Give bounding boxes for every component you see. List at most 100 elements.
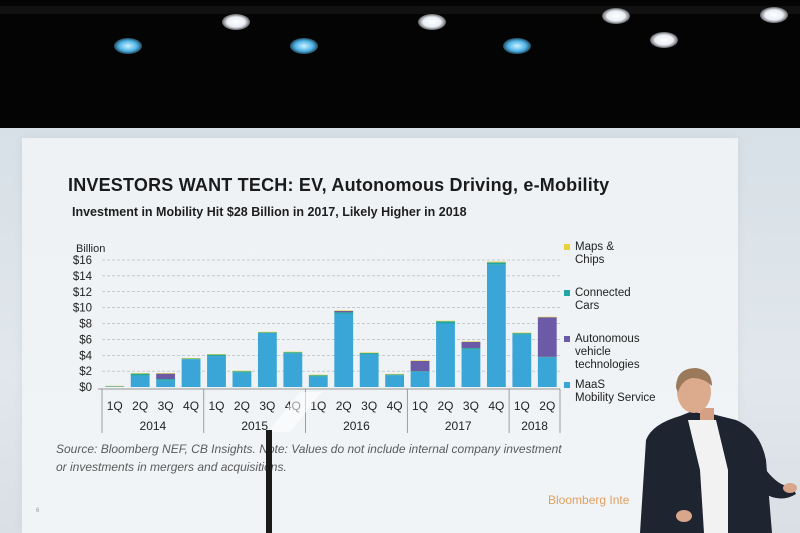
bar-segment bbox=[207, 356, 226, 387]
bar-segment bbox=[461, 341, 481, 349]
legend-swatch bbox=[564, 290, 570, 296]
year-label: 2016 bbox=[343, 419, 370, 433]
y-tick-label: $14 bbox=[73, 271, 93, 283]
bar-segment bbox=[436, 320, 455, 322]
bar-segment bbox=[283, 351, 303, 353]
bar-segment bbox=[232, 372, 252, 387]
x-tick-label: 2Q bbox=[336, 399, 352, 413]
y-axis-unit-label: Billion bbox=[76, 243, 105, 255]
bar-segment bbox=[257, 331, 277, 333]
bar-segment bbox=[283, 352, 303, 354]
bar-segment bbox=[130, 373, 150, 376]
bar-segment bbox=[486, 261, 506, 263]
presenter-hair bbox=[676, 368, 712, 392]
y-tick-label: $4 bbox=[79, 350, 92, 362]
stage-ceiling bbox=[0, 0, 800, 128]
bar-segment bbox=[334, 310, 354, 313]
presenter-shirt bbox=[688, 420, 728, 533]
legend-label: Maps & bbox=[575, 241, 614, 253]
brand-logo-text: Bloomberg Inte bbox=[548, 493, 630, 507]
legend-label: Chips bbox=[575, 254, 605, 266]
bar-segment bbox=[334, 310, 354, 312]
x-tick-label: 3Q bbox=[361, 399, 377, 413]
bar-segment bbox=[410, 360, 430, 372]
bar-segment bbox=[308, 375, 328, 377]
presenter-neck bbox=[700, 408, 714, 420]
bar-segment bbox=[359, 352, 379, 354]
bar-segment bbox=[512, 333, 532, 335]
stage-light bbox=[290, 38, 318, 54]
bar-segment bbox=[512, 334, 532, 387]
bar-segment bbox=[359, 354, 379, 387]
teleprompter-glass bbox=[268, 392, 322, 432]
legend-label: technologies bbox=[575, 359, 640, 371]
bar-segment bbox=[181, 358, 201, 359]
page-number: 6 bbox=[36, 508, 40, 514]
legend-swatch bbox=[564, 244, 570, 250]
bar-segment bbox=[308, 374, 328, 376]
bar-segment bbox=[156, 380, 176, 387]
bar-segment bbox=[207, 354, 226, 357]
legend-swatch bbox=[564, 336, 570, 342]
year-label: 2018 bbox=[521, 419, 548, 433]
bar-segment bbox=[232, 371, 252, 373]
presenter-hand bbox=[783, 483, 797, 493]
bar-segment bbox=[486, 262, 506, 265]
legend-label: MaaS bbox=[575, 379, 605, 391]
bar-segment bbox=[257, 333, 277, 387]
bar-segment bbox=[130, 373, 150, 374]
x-tick-label: 2Q bbox=[437, 399, 453, 413]
legend-label: vehicle bbox=[575, 346, 611, 358]
bar-segment bbox=[410, 371, 430, 387]
bar-segment bbox=[436, 323, 455, 387]
y-tick-label: $10 bbox=[73, 303, 92, 315]
bar-segment bbox=[512, 332, 532, 334]
presenter-face bbox=[677, 371, 711, 413]
source-note: Source: Bloomberg NEF, CB Insights. Note… bbox=[56, 440, 676, 476]
bar-segment bbox=[334, 313, 354, 387]
bar-segment bbox=[308, 376, 328, 387]
source-line-1: Source: Bloomberg NEF, CB Insights. Note… bbox=[56, 442, 562, 456]
x-tick-label: 4Q bbox=[488, 399, 504, 413]
x-tick-label: 1Q bbox=[514, 399, 530, 413]
bar-segment bbox=[385, 374, 405, 376]
x-tick-label: 2Q bbox=[234, 399, 250, 413]
bar-segment bbox=[156, 373, 176, 374]
year-label: 2014 bbox=[140, 419, 167, 433]
bar-segment bbox=[156, 379, 176, 381]
y-tick-label: $8 bbox=[79, 319, 92, 331]
legend-label: Autonomous bbox=[575, 333, 640, 345]
y-tick-label: $12 bbox=[73, 287, 92, 299]
bar-segment bbox=[461, 348, 481, 350]
x-tick-label: 4Q bbox=[183, 399, 199, 413]
stage-light bbox=[650, 32, 678, 48]
bar-segment bbox=[461, 341, 481, 342]
x-tick-label: 3Q bbox=[158, 399, 174, 413]
bar-segment bbox=[385, 373, 405, 375]
bar-segment bbox=[181, 358, 201, 360]
x-tick-label: 1Q bbox=[107, 399, 123, 413]
stage-light bbox=[760, 7, 788, 23]
bar-segment bbox=[436, 321, 455, 324]
legend-label: Mobility Service bbox=[575, 392, 656, 404]
stage-light bbox=[114, 38, 142, 54]
x-tick-label: 1Q bbox=[310, 399, 326, 413]
bar-segment bbox=[130, 375, 150, 387]
bar-segment bbox=[461, 349, 481, 387]
x-tick-label: 1Q bbox=[208, 399, 224, 413]
stage-light bbox=[418, 14, 446, 30]
stage-light bbox=[222, 14, 250, 30]
x-tick-label: 2Q bbox=[539, 399, 555, 413]
source-line-2: or investments in mergers and acquisitio… bbox=[56, 460, 287, 474]
slide bbox=[22, 138, 738, 533]
legend-label: Cars bbox=[575, 300, 600, 312]
bar-segment bbox=[156, 373, 176, 380]
bar-segment bbox=[410, 371, 430, 372]
bar-segment bbox=[537, 356, 557, 358]
legend-swatch bbox=[564, 382, 570, 388]
bar-segment bbox=[257, 332, 277, 334]
bar-segment bbox=[207, 354, 226, 355]
y-tick-label: $0 bbox=[79, 382, 92, 394]
